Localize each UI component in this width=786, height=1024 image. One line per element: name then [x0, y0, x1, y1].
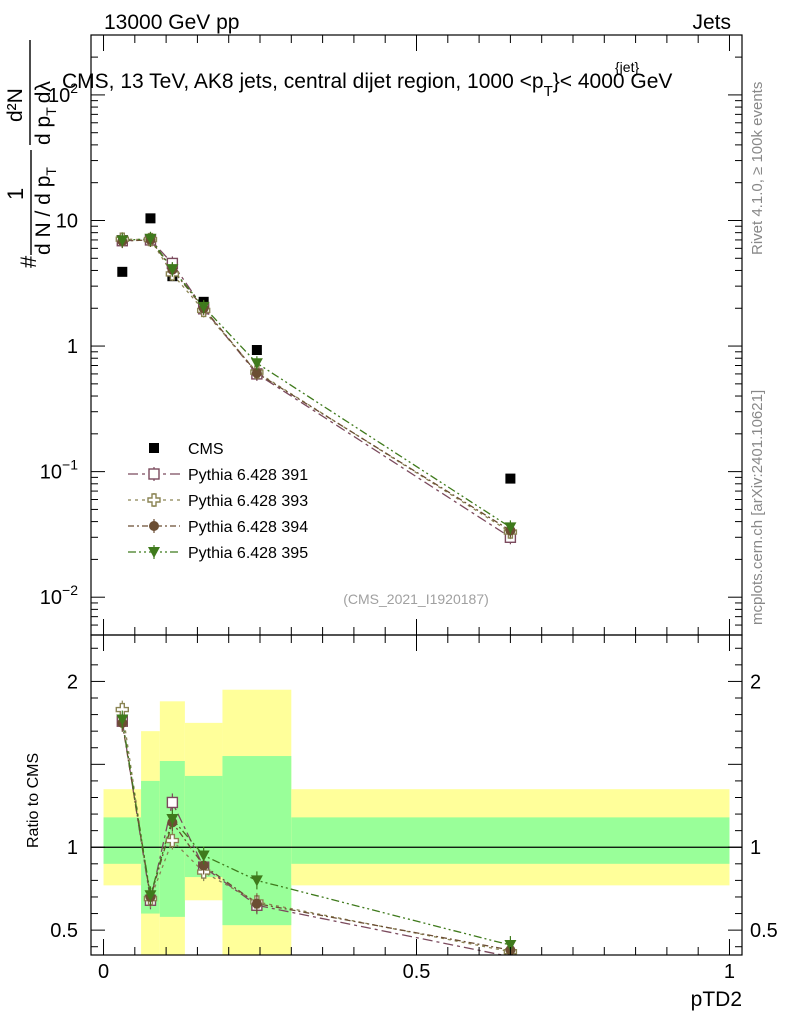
ratio-point-3-3: [197, 850, 210, 862]
legend-entry-4: Pythia 6.428 395: [128, 545, 308, 562]
process-label: Jets: [692, 11, 731, 34]
mcplots-label: mcplots.cern.ch [arXiv:2401.10621]: [749, 390, 766, 625]
ratio-line-2: [121, 722, 511, 951]
main-point-4-4: [250, 358, 263, 370]
plot-title-main: CMS, 13 TeV, AK8 jets, central dijet reg…: [62, 70, 544, 93]
plot-title-end: }< 4000 GeV: [553, 70, 673, 93]
main-point-4-2: [166, 264, 179, 276]
main-ylabel: # 1 d N / d pT d²N d pTdλ: [3, 40, 59, 268]
main-point-0-4: [251, 345, 262, 356]
plot-title-sub: T: [544, 83, 553, 100]
main-line-2: [122, 238, 511, 533]
ratio-point-3-2: [166, 814, 179, 826]
legend-label-3: Pythia 6.428 394: [188, 519, 308, 536]
legend-marker-0: [149, 443, 159, 453]
xtick-label-1: 0.5: [403, 961, 431, 983]
analysis-id: (CMS_2021_I1920187): [343, 591, 489, 607]
ratio-point-1-2: [165, 833, 180, 848]
main-point-0-1: [145, 213, 156, 224]
legend-entry-1: Pythia 6.428 391: [128, 467, 308, 484]
x-axis-label: pTD2: [691, 988, 742, 1011]
ratio-series-lines: [121, 709, 511, 955]
ratio-point-2-3: [198, 860, 209, 871]
main-point-4-1: [144, 233, 157, 245]
ratio-point-2-4: [251, 898, 262, 909]
ratio-ytick-label-left-1: 1: [67, 837, 78, 859]
legend-marker-4: [148, 547, 160, 558]
ratio-ytick-label-right-2: 2: [750, 671, 761, 693]
ylabel-frac-den: d N / d pT: [32, 167, 59, 255]
ratio-line-3: [121, 719, 511, 946]
plot-title-sup: {jet}: [615, 59, 639, 75]
main-ytick-label-2: 1: [67, 336, 78, 358]
ratio-ytick-label-left-0: 0.5: [50, 920, 78, 942]
main-line-1: [122, 239, 511, 538]
main-ytick-label-3: 10: [56, 210, 78, 232]
plot-title: CMS, 13 TeV, AK8 jets, central dijet reg…: [62, 70, 672, 100]
legend-label-2: Pythia 6.428 393: [188, 493, 308, 510]
ylabel-frac-num: 1: [3, 188, 28, 200]
main-point-4-5: [504, 522, 517, 534]
main-series-lines: [122, 238, 511, 538]
main-point-0-5: [505, 473, 516, 484]
band-inner-0: [103, 817, 142, 864]
legend-entry-2: Pythia 6.428 393: [128, 493, 308, 510]
xtick-label-0: 0: [98, 961, 109, 983]
ratio-series-markers: [115, 700, 518, 955]
ratio-point-3-0: [116, 714, 129, 726]
main-series-markers: [115, 213, 518, 545]
legend-label-1: Pythia 6.428 391: [188, 467, 308, 484]
main-point-4-3: [197, 301, 210, 313]
legend-marker-2: [147, 493, 161, 507]
ylabel-hash: #: [16, 255, 41, 268]
legend-marker-3: [149, 521, 159, 531]
ratio-point-3-4: [250, 875, 263, 887]
ratio-ytick-label-right-0: 0.5: [750, 920, 778, 942]
main-ytick-label-0: 10−2: [40, 582, 78, 609]
main-line-4: [122, 238, 511, 528]
main-line-3: [122, 239, 511, 532]
ratio-point-3-1: [144, 890, 157, 902]
main-point-0-0: [117, 266, 128, 277]
legend-label-4: Pythia 6.428 395: [188, 545, 308, 562]
legend-label-0: CMS: [188, 441, 224, 458]
main-point-3-4: [251, 368, 262, 379]
energy-label: 13000 GeV pp: [104, 11, 239, 34]
ratio-bands: [103, 689, 730, 955]
ylabel-den2: d pTdλ: [32, 81, 59, 145]
rivet-version-label: Rivet 4.1.0, ≥ 100k events: [749, 82, 766, 255]
ratio-ytick-label-right-1: 1: [750, 837, 761, 859]
ratio-line-1: [121, 709, 511, 953]
axes-ticks: 10−2 10−1 1 10 102 0 0.5 1 0.5 0.5 1 1 2 2: [40, 34, 778, 983]
legend-marker-1: [148, 468, 160, 480]
legend: CMS Pythia 6.428 391 Pythia 6.428 393 Pythi…: [128, 441, 308, 562]
main-ytick-label-4: 102: [48, 80, 78, 107]
ratio-ylabel: Ratio to CMS: [25, 753, 42, 848]
main-ytick-label-1: 10−1: [40, 457, 78, 484]
legend-entry-3: Pythia 6.428 394: [128, 519, 308, 536]
ratio-point-0-2: [166, 796, 179, 809]
band-inner-5: [291, 817, 730, 864]
legend-entry-0: CMS: [149, 441, 224, 458]
ratio-point-3-5: [504, 940, 517, 952]
ratio-ytick-label-left-2: 2: [67, 671, 78, 693]
ylabel-num2: d²N: [4, 88, 27, 122]
main-point-4-0: [116, 235, 129, 247]
xtick-label-2: 1: [724, 961, 735, 983]
